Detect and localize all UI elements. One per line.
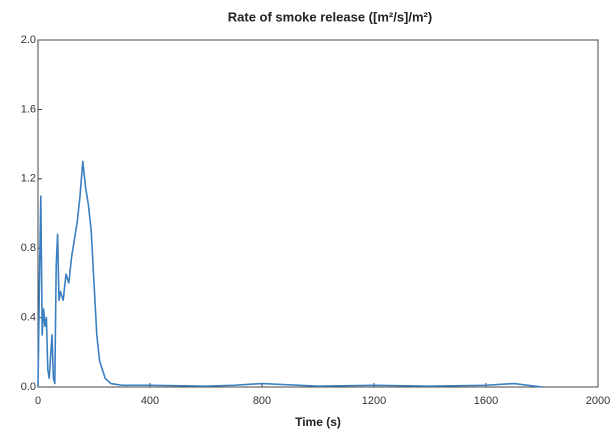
x-tick-label: 400 xyxy=(141,395,159,407)
x-tick-label: 1600 xyxy=(474,395,498,407)
data-line xyxy=(37,160,543,388)
x-tick-label: 0 xyxy=(35,395,41,407)
chart-title: Rate of smoke release ([m²/s]/m²) xyxy=(228,9,432,24)
y-tick-label: 0.8 xyxy=(21,242,36,254)
x-axis-label: Time (s) xyxy=(295,415,341,429)
y-tick-label: 0.4 xyxy=(21,312,36,324)
x-tick-label: 1200 xyxy=(362,395,386,407)
y-tick-label: 0.0 xyxy=(21,381,36,393)
y-tick-label: 1.2 xyxy=(21,173,36,185)
y-tick-label: 2.0 xyxy=(21,34,36,46)
y-tick-label: 1.6 xyxy=(21,103,36,115)
plot-frame xyxy=(37,39,599,388)
x-tick-label: 800 xyxy=(253,395,271,407)
x-tick-label: 2000 xyxy=(586,395,610,407)
